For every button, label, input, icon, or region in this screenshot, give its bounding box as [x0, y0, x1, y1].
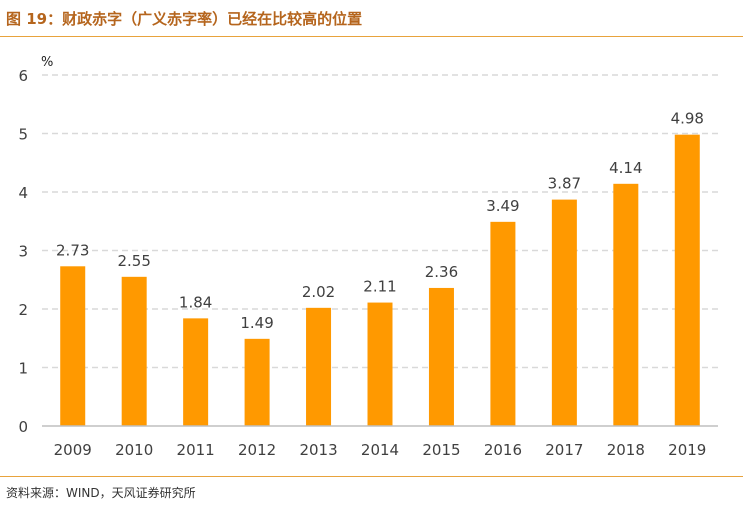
- bar-2009: [60, 266, 86, 426]
- x-tick-label: 2009: [54, 441, 92, 459]
- x-tick-label: 2017: [545, 441, 583, 459]
- bar-2017: [551, 199, 577, 426]
- gridlines: [42, 74, 718, 369]
- source-note: 资料来源：WIND，天风证券研究所: [6, 486, 196, 500]
- bar-2014: [367, 302, 393, 426]
- y-tick-label: 4: [18, 184, 28, 202]
- bar-2016: [490, 221, 516, 426]
- y-axis-unit: %: [41, 55, 53, 70]
- figure-title: 图 19：财政赤字（广义赤字率）已经在比较高的位置: [6, 10, 363, 28]
- y-tick-label: 0: [18, 418, 28, 436]
- data-label: 2.73: [56, 241, 89, 259]
- data-label: 2.02: [302, 283, 335, 301]
- x-tick-label: 2014: [361, 441, 399, 459]
- x-tick-label: 2011: [177, 441, 215, 459]
- data-label: 3.87: [548, 175, 581, 193]
- bars: [60, 134, 700, 427]
- y-tick-label: 2: [18, 301, 28, 319]
- bar-2015: [428, 287, 454, 426]
- data-labels: 2.73 2.55 1.84 1.49 2.02 2.11 2.36 3.49 3.87 4.14…: [56, 110, 704, 332]
- x-tick-label: 2018: [607, 441, 645, 459]
- y-tick-label: 5: [18, 126, 28, 144]
- bar-2012: [244, 338, 270, 426]
- data-label: 1.84: [179, 293, 212, 311]
- data-label: 1.49: [240, 314, 273, 332]
- data-label: 2.11: [363, 278, 396, 296]
- data-label: 2.55: [117, 252, 150, 270]
- bar-2013: [306, 307, 332, 426]
- y-tick-label: 1: [18, 360, 28, 378]
- x-tick-label: 2013: [299, 441, 337, 459]
- bar-2011: [183, 318, 209, 426]
- x-tick-label: 2012: [238, 441, 276, 459]
- x-tick-label: 2016: [484, 441, 522, 459]
- title-divider: [0, 36, 743, 37]
- x-tick-label: 2015: [422, 441, 460, 459]
- y-tick-label: 6: [18, 67, 28, 85]
- bar-2010: [121, 276, 147, 426]
- x-tick-label: 2010: [115, 441, 153, 459]
- x-axis-ticks: 2009 2010 2011 2012 2013 2014 2015 2016 2017 2018…: [54, 441, 707, 459]
- data-label: 4.14: [609, 159, 642, 177]
- x-tick-label: 2019: [668, 441, 706, 459]
- bar-chart: 0 1 2 3 4 5 6 % 2.73 2.55 1.84 1.49 2.02 2.11 2.36 3.…: [18, 55, 718, 459]
- bar-2018: [613, 183, 639, 426]
- data-label: 4.98: [671, 110, 704, 128]
- source-divider: [0, 476, 743, 477]
- y-axis-ticks: 0 1 2 3 4 5 6: [18, 67, 28, 436]
- bar-2019: [674, 134, 700, 427]
- y-tick-label: 3: [18, 243, 28, 261]
- data-label: 2.36: [425, 263, 458, 281]
- data-label: 3.49: [486, 197, 519, 215]
